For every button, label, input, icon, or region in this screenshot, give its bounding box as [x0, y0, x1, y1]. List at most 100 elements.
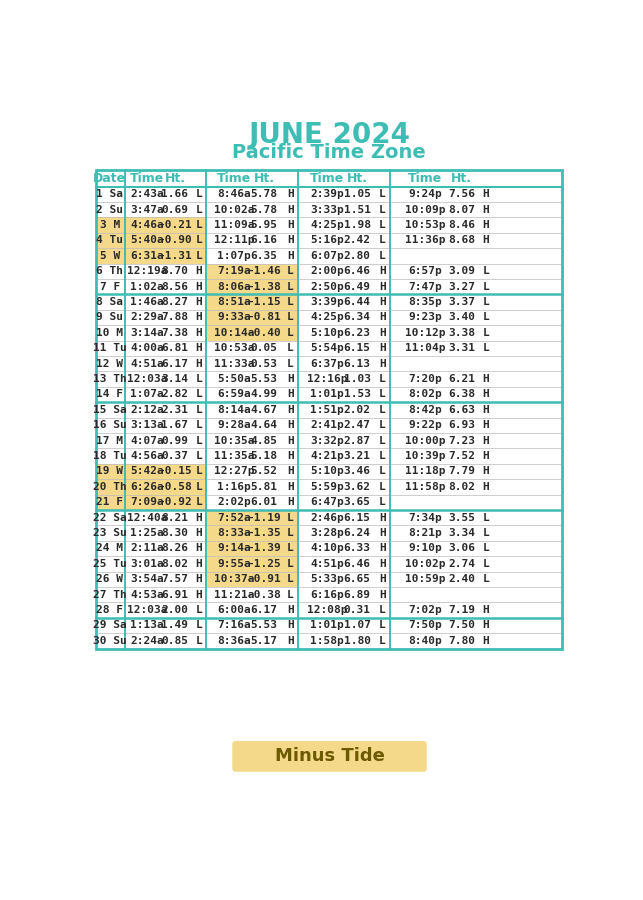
Text: L: L — [195, 436, 203, 446]
Text: L: L — [482, 297, 489, 307]
Bar — [96, 479, 206, 494]
Text: 6.34: 6.34 — [343, 312, 370, 322]
Text: 12:03a: 12:03a — [127, 605, 167, 615]
Text: H: H — [379, 312, 386, 322]
Text: 8.21: 8.21 — [161, 513, 188, 523]
Text: 14 F: 14 F — [96, 390, 123, 400]
Text: L: L — [379, 374, 386, 384]
Text: Time: Time — [130, 172, 164, 184]
Text: Date: Date — [93, 172, 127, 184]
Text: 8.26: 8.26 — [161, 544, 188, 554]
Text: L: L — [379, 635, 386, 646]
Text: 8.46: 8.46 — [448, 220, 475, 230]
Text: 6.44: 6.44 — [343, 297, 370, 307]
Text: H: H — [482, 466, 489, 476]
Text: 8.70: 8.70 — [161, 266, 188, 276]
Text: H: H — [195, 590, 203, 599]
Text: -1.15: -1.15 — [247, 297, 281, 307]
Text: 3:13a: 3:13a — [130, 420, 164, 430]
Text: 6 Th: 6 Th — [96, 266, 123, 276]
Text: 6.63: 6.63 — [448, 405, 475, 415]
Text: L: L — [195, 405, 203, 415]
Text: L: L — [195, 236, 203, 246]
Text: 8.27: 8.27 — [161, 297, 188, 307]
Text: 15 Sa: 15 Sa — [93, 405, 127, 415]
Text: 2.82: 2.82 — [161, 390, 188, 400]
Text: L: L — [195, 620, 203, 630]
Text: 11:21a: 11:21a — [213, 590, 254, 599]
Text: 30 Su: 30 Su — [93, 635, 127, 646]
Text: 2.42: 2.42 — [343, 236, 370, 246]
Text: 1.49: 1.49 — [161, 620, 188, 630]
Text: 4:00a: 4:00a — [130, 343, 164, 353]
Text: 0.69: 0.69 — [161, 204, 188, 214]
Text: H: H — [287, 605, 294, 615]
Text: 3:54a: 3:54a — [130, 574, 164, 584]
Text: 4:25p: 4:25p — [310, 220, 344, 230]
Text: L: L — [195, 390, 203, 400]
Text: 6.89: 6.89 — [343, 590, 370, 599]
Text: L: L — [195, 251, 203, 261]
Bar — [206, 279, 298, 294]
Text: 10:14a: 10:14a — [213, 328, 254, 338]
Text: 5:59p: 5:59p — [310, 482, 344, 491]
Text: 6:07p: 6:07p — [310, 251, 344, 261]
Text: 7:47p: 7:47p — [408, 282, 442, 292]
Text: 7 F: 7 F — [100, 282, 120, 292]
Text: 22 Sa: 22 Sa — [93, 513, 127, 523]
Text: 9:33a: 9:33a — [217, 312, 251, 322]
Text: 6.33: 6.33 — [343, 544, 370, 554]
Text: 10:09p: 10:09p — [405, 204, 446, 214]
Text: L: L — [482, 282, 489, 292]
Text: JUNE 2024: JUNE 2024 — [248, 121, 410, 148]
Text: L: L — [482, 559, 489, 569]
Text: 8:51a: 8:51a — [217, 297, 251, 307]
Text: H: H — [195, 358, 203, 369]
Text: 12 W: 12 W — [96, 358, 123, 369]
Text: 3.40: 3.40 — [448, 312, 475, 322]
Text: 2.74: 2.74 — [448, 559, 475, 569]
Bar — [206, 526, 298, 541]
Text: 10:02a: 10:02a — [213, 204, 254, 214]
Text: 6.49: 6.49 — [343, 282, 370, 292]
Text: H: H — [482, 605, 489, 615]
Text: L: L — [195, 189, 203, 199]
Text: H: H — [195, 544, 203, 554]
Text: 0.37: 0.37 — [161, 451, 188, 461]
Text: -1.35: -1.35 — [247, 528, 281, 538]
Text: 8:21p: 8:21p — [408, 528, 442, 538]
Text: -1.19: -1.19 — [247, 513, 281, 523]
Text: L: L — [195, 451, 203, 461]
Text: 11:33a: 11:33a — [213, 358, 254, 369]
Text: 2:29a: 2:29a — [130, 312, 164, 322]
Text: L: L — [482, 528, 489, 538]
Text: 4 Tu: 4 Tu — [96, 236, 123, 246]
Text: 7.52: 7.52 — [448, 451, 475, 461]
Text: 6:00a: 6:00a — [217, 605, 251, 615]
Text: H: H — [287, 420, 294, 430]
Text: -0.91: -0.91 — [247, 574, 281, 584]
Text: -1.39: -1.39 — [247, 544, 281, 554]
Text: H: H — [482, 374, 489, 384]
Text: 1:07a: 1:07a — [130, 390, 164, 400]
Text: 9:28a: 9:28a — [217, 420, 251, 430]
Text: 6.35: 6.35 — [251, 251, 278, 261]
Text: 27 Th: 27 Th — [93, 590, 127, 599]
Text: 26 W: 26 W — [96, 574, 123, 584]
Text: 11:58p: 11:58p — [405, 482, 446, 491]
Text: L: L — [195, 605, 203, 615]
Text: 10:02p: 10:02p — [405, 559, 446, 569]
Bar — [96, 248, 206, 264]
Text: 2:11a: 2:11a — [130, 544, 164, 554]
Text: 2:39p: 2:39p — [310, 189, 344, 199]
Text: 9:14a: 9:14a — [217, 544, 251, 554]
Text: H: H — [482, 405, 489, 415]
Text: L: L — [195, 635, 203, 646]
Text: -0.40: -0.40 — [247, 328, 281, 338]
Text: 1:02a: 1:02a — [130, 282, 164, 292]
Text: L: L — [482, 343, 489, 353]
Text: 1.05: 1.05 — [343, 189, 370, 199]
Text: 2:46p: 2:46p — [310, 513, 344, 523]
Text: L: L — [379, 251, 386, 261]
Text: 16 Su: 16 Su — [93, 420, 127, 430]
